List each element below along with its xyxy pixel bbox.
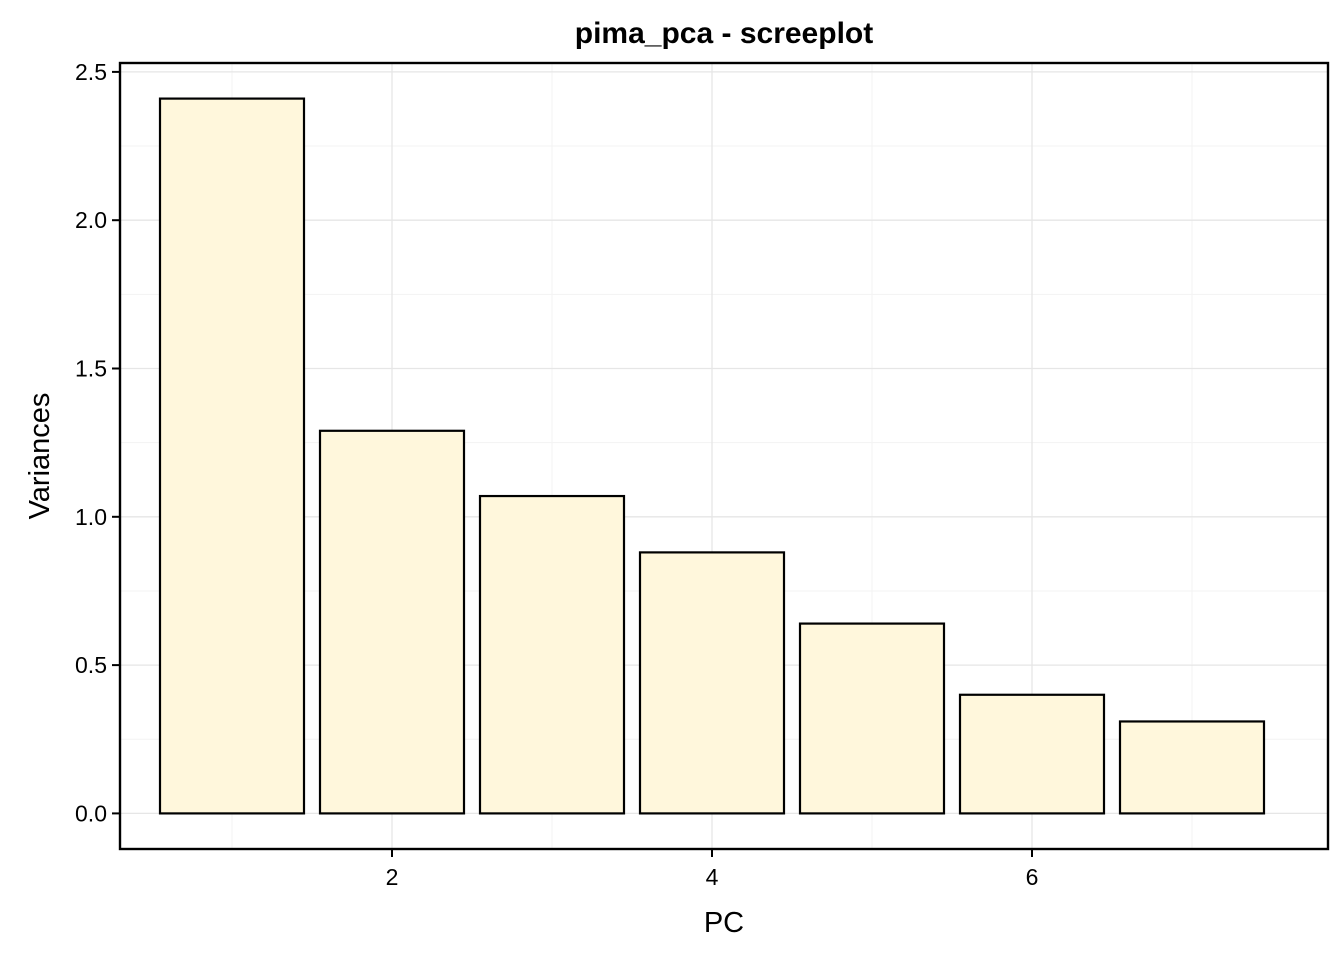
- bar-pc5: [798, 622, 946, 815]
- y-tick-label: 2.0: [75, 207, 107, 233]
- bar-pc6: [958, 693, 1106, 815]
- y-axis-label: Variances: [24, 393, 56, 520]
- y-tick-label: 1.5: [75, 356, 107, 382]
- x-axis: 2 4 6: [386, 849, 1039, 890]
- bar-pc4: [638, 551, 786, 815]
- bar-pc1: [158, 97, 306, 815]
- y-axis: 0.0 0.5 1.0 1.5 2.0 2.5: [75, 59, 120, 826]
- x-tick-label: 4: [706, 864, 719, 890]
- chart-title: pima_pca - screeplot: [575, 17, 873, 50]
- x-tick-label: 2: [386, 864, 399, 890]
- y-tick-label: 1.0: [75, 504, 107, 530]
- bar-pc7: [1118, 720, 1266, 815]
- bar-pc3: [478, 494, 626, 815]
- y-tick-label: 2.5: [75, 59, 107, 85]
- y-tick-label: 0.5: [75, 652, 107, 678]
- x-axis-label: PC: [704, 907, 744, 939]
- bar-pc2: [318, 429, 466, 815]
- bars: [158, 97, 1266, 815]
- y-tick-label: 0.0: [75, 800, 107, 826]
- x-tick-label: 6: [1026, 864, 1039, 890]
- plot-frame: [118, 61, 1330, 851]
